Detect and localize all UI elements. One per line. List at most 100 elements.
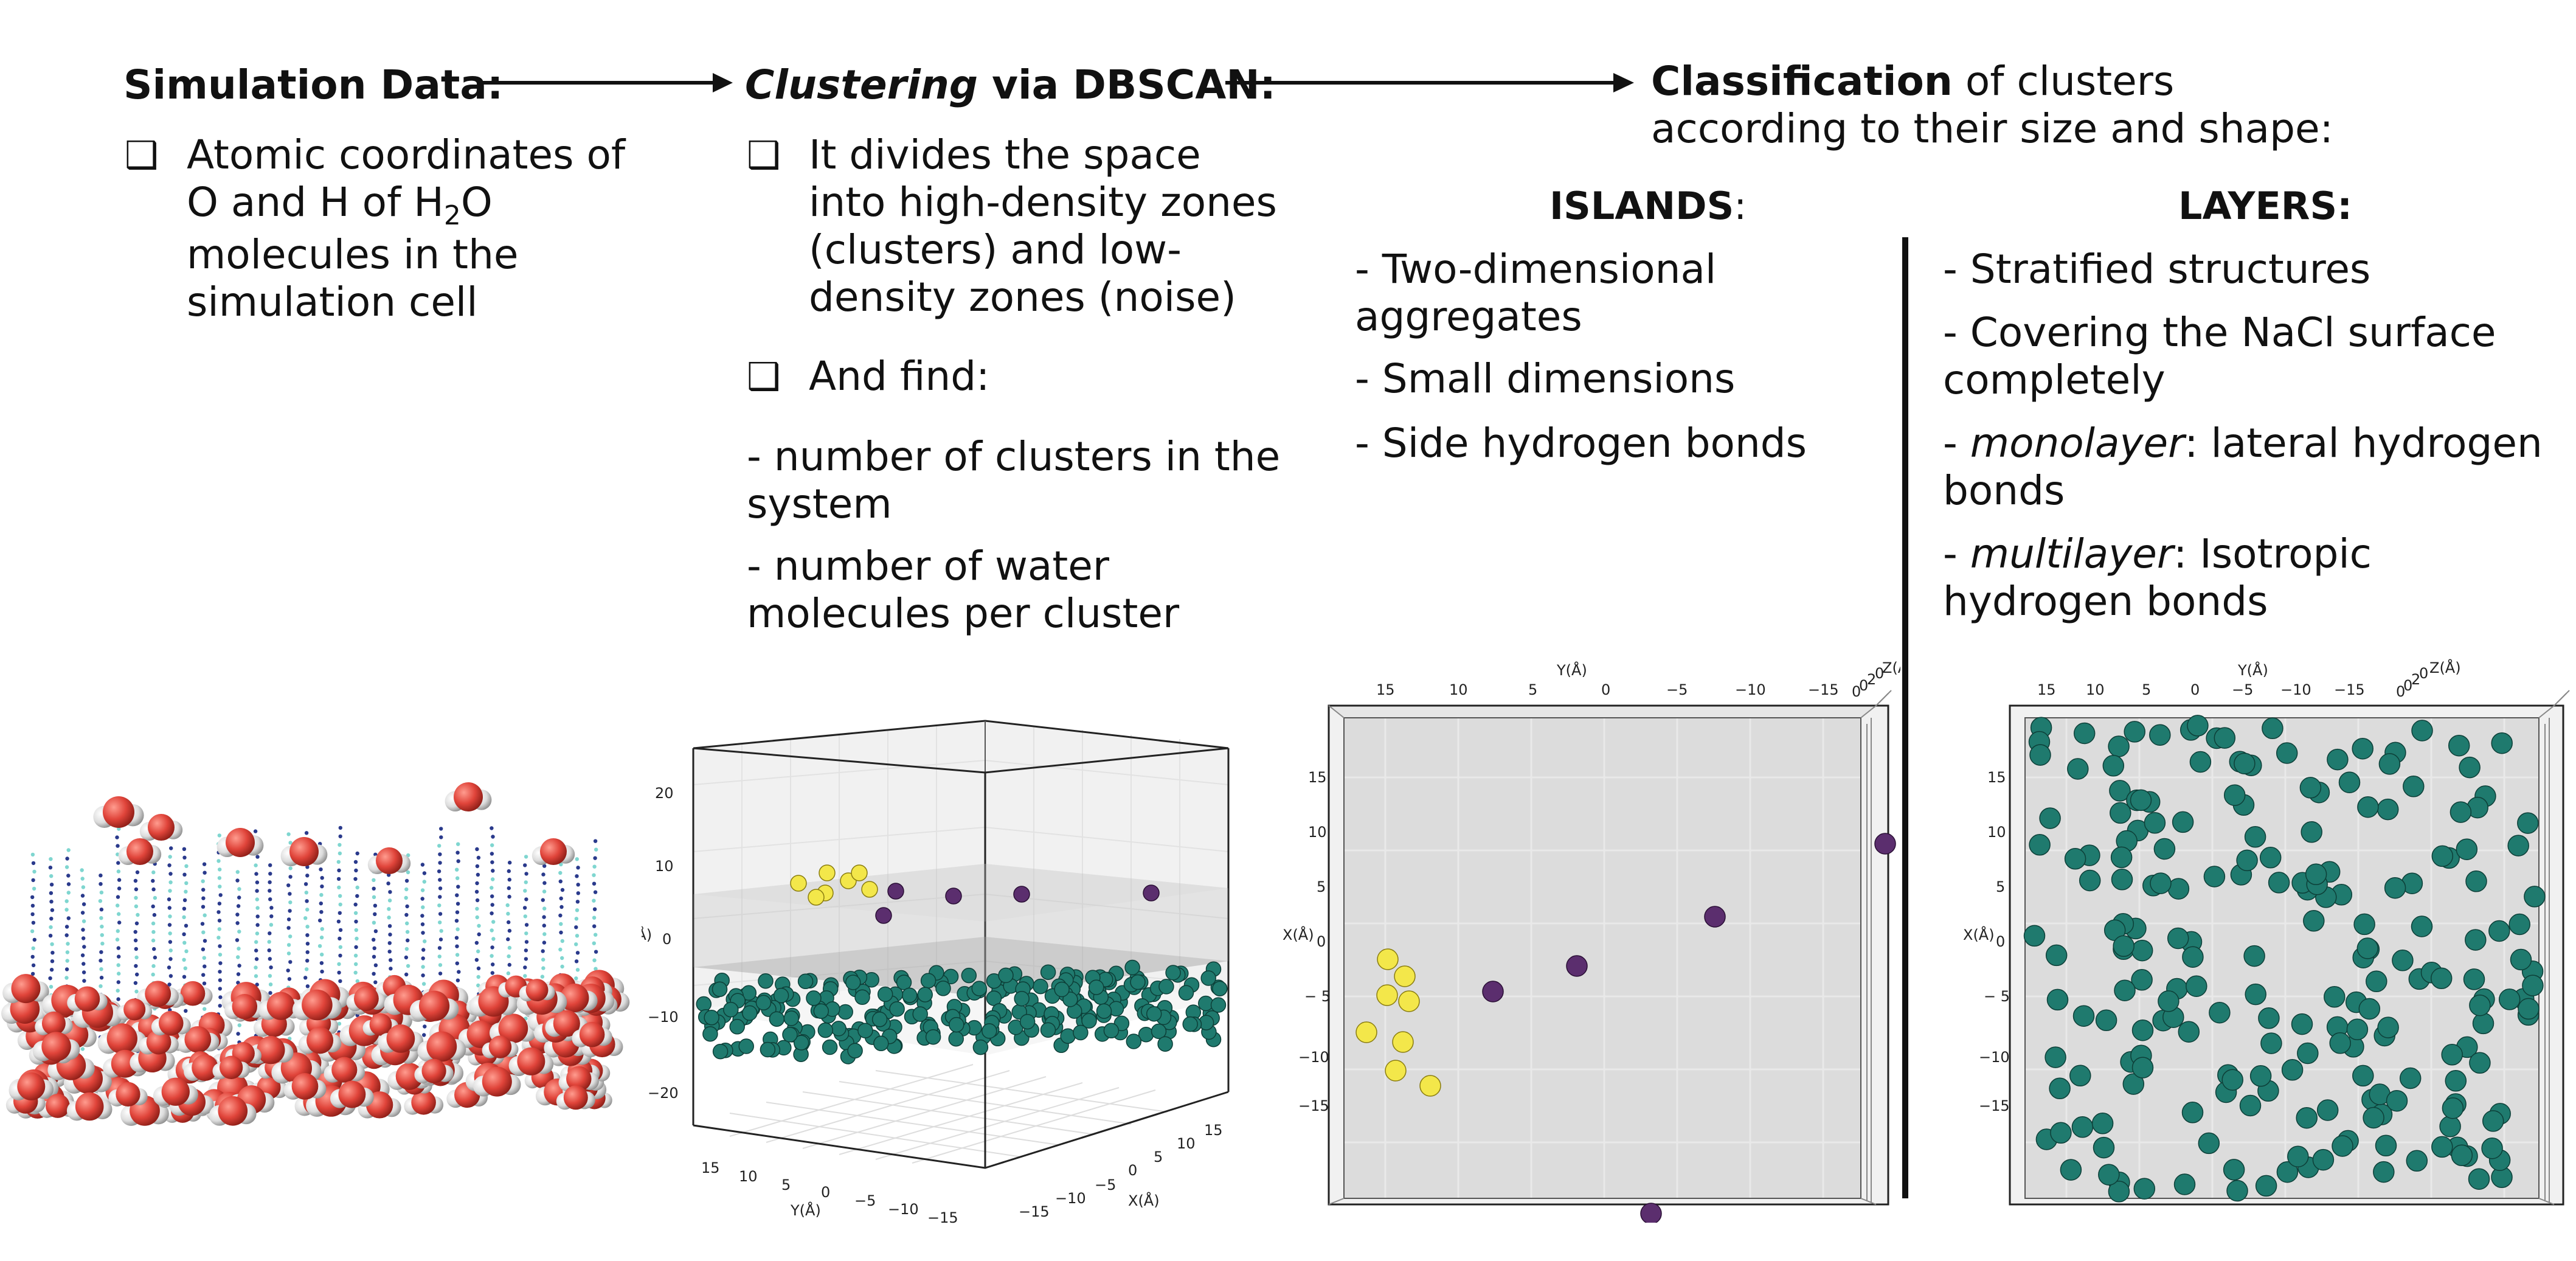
layer-point [1212,981,1228,996]
ion-dot [288,866,293,870]
layer-point [712,1043,729,1060]
ion-dot [421,965,425,969]
x-axis-label: X(Å) [1963,926,1995,943]
layer-point [949,1016,964,1033]
layer-point [837,1004,853,1020]
layers-top-view-plot: 15 10 5 0 −5 −10 −15 Y(Å) 0 0 2 0 Z(Å) 1… [1963,659,2570,1206]
oxygen-atom [566,1066,592,1092]
ion-dot [48,866,53,870]
islands-header: ISLANDS: [1549,184,1747,228]
layer-point [2276,742,2298,764]
layer-point [2045,944,2068,967]
z-axis-label: Z(Å) [2429,659,2461,676]
ion-dot [455,910,460,914]
ion-dot [576,883,580,887]
layer-point [797,973,814,990]
layer-point [806,990,822,1006]
ion-dot [182,906,187,911]
oxygen-atom [11,974,41,1004]
ion-dot [406,870,410,875]
oxygen-atom [41,1011,66,1035]
ion-dot [455,953,460,957]
ion-dot [455,944,459,948]
ion-dot [167,923,172,927]
ion-dot [268,897,272,901]
ion-dot [338,945,343,950]
layer-point [2122,1073,2145,1095]
top-tick: 15 [2037,681,2056,698]
ion-dot [491,920,496,924]
ion-dot [218,978,223,982]
islands-top-view-plot: 15 10 5 0 −5 −10 −15 Y(Å) 0 0 2 0 Z(Å) 1… [1283,659,1900,1223]
ion-dot [387,924,392,928]
ion-dot [286,917,291,922]
ion-dot [438,920,442,925]
ion-dot [286,943,291,947]
ion-dot [404,947,409,951]
ion-dot [404,955,409,960]
oxygen-atom [563,1085,588,1110]
ion-dot [168,957,173,961]
layer-point [2023,925,2046,947]
layer-point [831,1021,847,1037]
ion-dot [337,868,341,873]
layer-point [2276,1161,2299,1183]
ion-dot [389,958,393,962]
oxygen-atom [369,1013,392,1036]
ion-dot [216,859,221,863]
ion-dot [354,962,358,967]
ion-dot [474,957,479,962]
ion-dot [133,981,138,985]
ion-dot [524,872,528,876]
ion-dot [134,887,139,892]
ion-dot [404,887,409,892]
ion-dot [421,948,426,952]
ion-dot [200,922,205,926]
ion-dot [168,948,173,953]
ion-dot [507,954,511,959]
layer-point [2441,1044,2463,1066]
oxygen-atom [302,989,333,1021]
ion-dot [49,985,54,989]
ion-dot [184,1009,188,1013]
ion-dot [218,987,222,991]
ion-dot [167,965,171,970]
layer-point [2281,1059,2304,1081]
ion-dot [66,942,70,946]
top-tick: 5 [1528,681,1537,698]
island-point [1385,1060,1407,1082]
layer-point [758,973,774,989]
layer-point [2029,744,2051,766]
ion-dot [421,931,425,935]
ion-dot [541,949,545,953]
ion-dot [438,861,442,865]
ion-dot [201,947,206,951]
layer-point [2124,721,2145,743]
ion-dot [320,876,324,880]
ion-dot [338,936,342,941]
z-tick: 20 [655,785,674,802]
ion-dot [81,936,86,940]
ion-dot [235,938,240,942]
ion-dot [490,911,494,915]
layer-point [2327,748,2349,771]
layer-point [2459,756,2481,779]
left-tick: −15 [1979,1097,2010,1114]
step2-bullet-2: And find: [809,353,990,400]
ion-dot [594,847,598,852]
layer-point [2384,877,2406,899]
ion-dot [455,893,459,897]
ion-dot [507,945,512,950]
noise-point [1704,906,1726,928]
ion-dot [182,915,186,919]
ion-dot [388,890,392,894]
layer-point [2392,950,2414,971]
ion-dot [507,877,511,882]
layer-point [2262,717,2283,740]
layer-point [971,981,988,996]
ion-dot [353,953,358,958]
ion-dot [65,950,70,954]
layer-point [2411,915,2433,937]
ion-dot [64,967,69,971]
ion-dot [134,989,139,994]
